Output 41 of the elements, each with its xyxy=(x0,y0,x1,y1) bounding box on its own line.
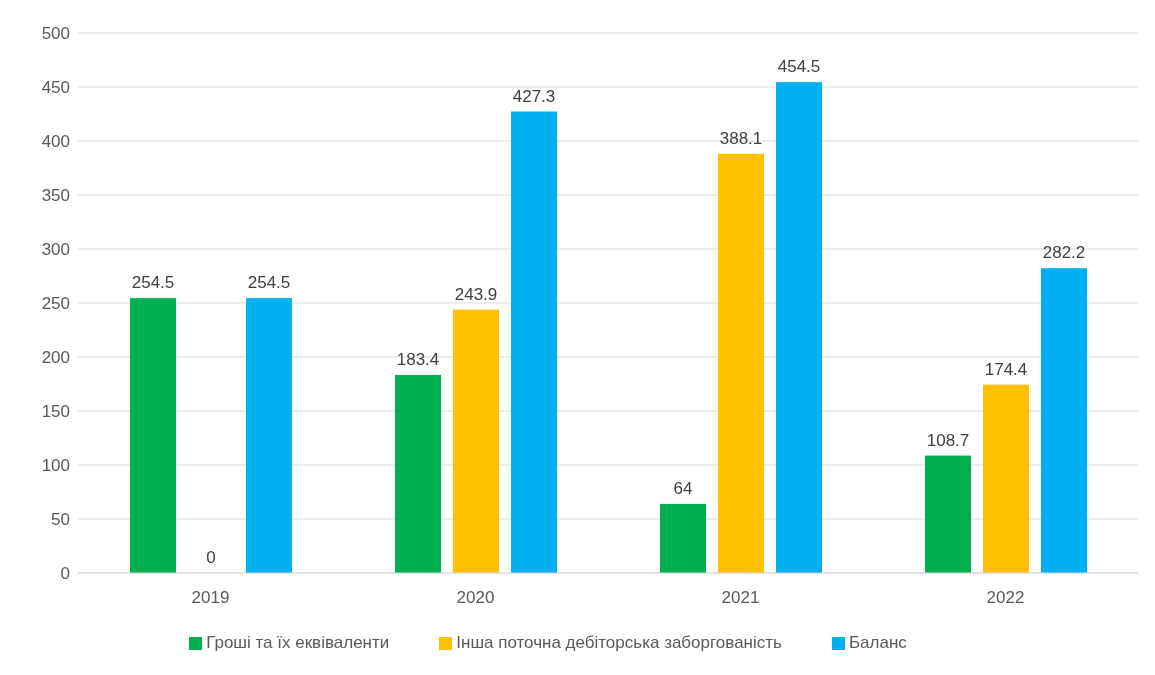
data-label: 282.2 xyxy=(1042,243,1086,263)
data-label: 108.7 xyxy=(926,430,970,450)
y-tick-label: 150 xyxy=(41,402,70,422)
bar xyxy=(925,455,971,573)
bar xyxy=(130,298,176,573)
data-label: 427.3 xyxy=(512,86,556,106)
y-tick-label: 400 xyxy=(41,132,70,152)
bar xyxy=(246,298,292,573)
y-tick-label: 100 xyxy=(41,456,70,476)
data-label: 454.5 xyxy=(777,57,821,77)
y-tick-label: 50 xyxy=(51,510,70,530)
bar xyxy=(983,384,1029,573)
bar xyxy=(395,374,441,573)
y-tick-label: 500 xyxy=(41,24,70,44)
legend-label: Гроші та їх еквіваленти xyxy=(206,633,390,652)
y-tick-label: 300 xyxy=(41,240,70,260)
y-tick-label: 350 xyxy=(41,186,70,206)
data-label: 254.5 xyxy=(131,273,175,293)
x-tick-label: 2019 xyxy=(191,588,230,608)
x-tick-label: 2021 xyxy=(721,588,760,608)
bar xyxy=(776,82,822,573)
y-tick-label: 450 xyxy=(41,78,70,98)
bar xyxy=(511,111,557,573)
bar xyxy=(453,309,499,573)
data-label: 243.9 xyxy=(454,284,498,304)
bar xyxy=(718,153,764,573)
x-tick-label: 2020 xyxy=(456,588,495,608)
data-label: 183.4 xyxy=(396,349,440,369)
y-tick-label: 200 xyxy=(41,348,70,368)
y-tick-label: 0 xyxy=(60,564,70,584)
data-label: 254.5 xyxy=(247,273,291,293)
data-label: 64 xyxy=(673,478,693,498)
legend-label: Інша поточна дебіторська заборгованість xyxy=(456,633,782,652)
data-label: 174.4 xyxy=(984,359,1028,379)
bar xyxy=(1041,268,1087,573)
y-tick-label: 250 xyxy=(41,294,70,314)
x-tick-label: 2022 xyxy=(986,588,1025,608)
bar xyxy=(660,503,706,573)
data-label: 388.1 xyxy=(719,128,763,148)
legend-label: Баланс xyxy=(848,633,907,652)
data-label: 0 xyxy=(206,548,216,567)
